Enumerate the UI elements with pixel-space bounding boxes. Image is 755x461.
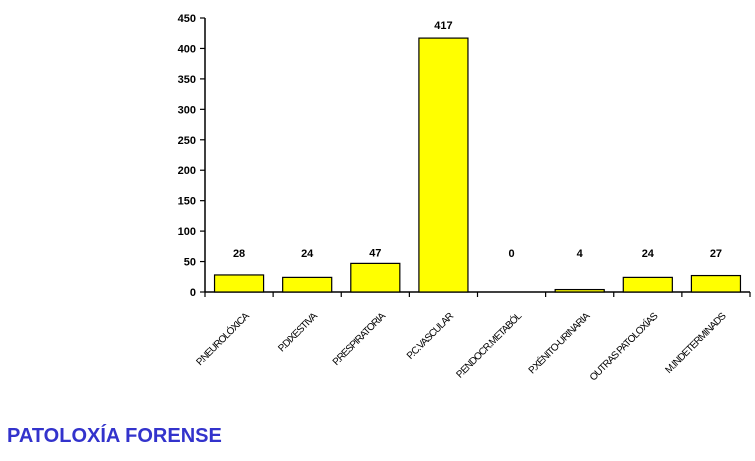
x-tick-label: OUTRAS PATOLOXÍAS — [587, 309, 661, 383]
x-tick-label: M.INDETERMINADS — [663, 310, 728, 375]
x-tick-label: P.C.VASCULAR — [405, 311, 456, 362]
data-label: 417 — [434, 20, 452, 32]
bar — [418, 37, 469, 293]
x-tick-label: P.RESPIRATORIA — [331, 310, 389, 368]
y-tick-label: 450 — [178, 13, 196, 25]
data-label: 24 — [301, 248, 314, 260]
y-tick-label: 50 — [184, 257, 196, 269]
bar — [690, 274, 742, 293]
bar — [350, 262, 401, 293]
x-tick-label: P.ENDOCR.METABÓL — [453, 309, 525, 381]
data-label: 27 — [710, 248, 722, 260]
x-tick-label: P.XÉNITO-URINARIA — [525, 309, 592, 376]
bars — [213, 37, 742, 293]
y-tick-label: 0 — [190, 287, 196, 299]
bar — [213, 274, 265, 293]
data-labels: 28 24 47 417 0 4 24 27 — [233, 20, 722, 260]
x-axis — [204, 291, 751, 297]
x-tick-label: P.NEUROLÓXICA — [193, 309, 252, 368]
bar — [554, 288, 605, 293]
y-axis: 0 50 100 150 200 250 300 350 400 450 — [178, 13, 206, 299]
x-tick-labels: P.NEUROLÓXICA P.DIXESTIVA P.RESPIRATORIA P.… — [193, 309, 729, 383]
chart-caption: PATOLOXÍA FORENSE — [7, 425, 222, 447]
y-tick-label: 200 — [178, 165, 196, 177]
data-label: 0 — [509, 248, 515, 260]
y-tick-label: 300 — [178, 104, 196, 116]
bar — [622, 276, 673, 293]
y-tick-label: 250 — [178, 135, 196, 147]
data-label: 24 — [642, 248, 655, 260]
y-tick-label: 400 — [178, 43, 196, 55]
y-tick-label: 100 — [178, 226, 196, 238]
data-label: 28 — [233, 248, 245, 260]
bar — [282, 276, 333, 293]
x-tick-label: P.DIXESTIVA — [276, 310, 320, 354]
y-tick-label: 150 — [178, 196, 196, 208]
data-label: 47 — [369, 247, 381, 259]
y-tick-label: 350 — [178, 74, 196, 86]
data-label: 4 — [577, 248, 584, 260]
